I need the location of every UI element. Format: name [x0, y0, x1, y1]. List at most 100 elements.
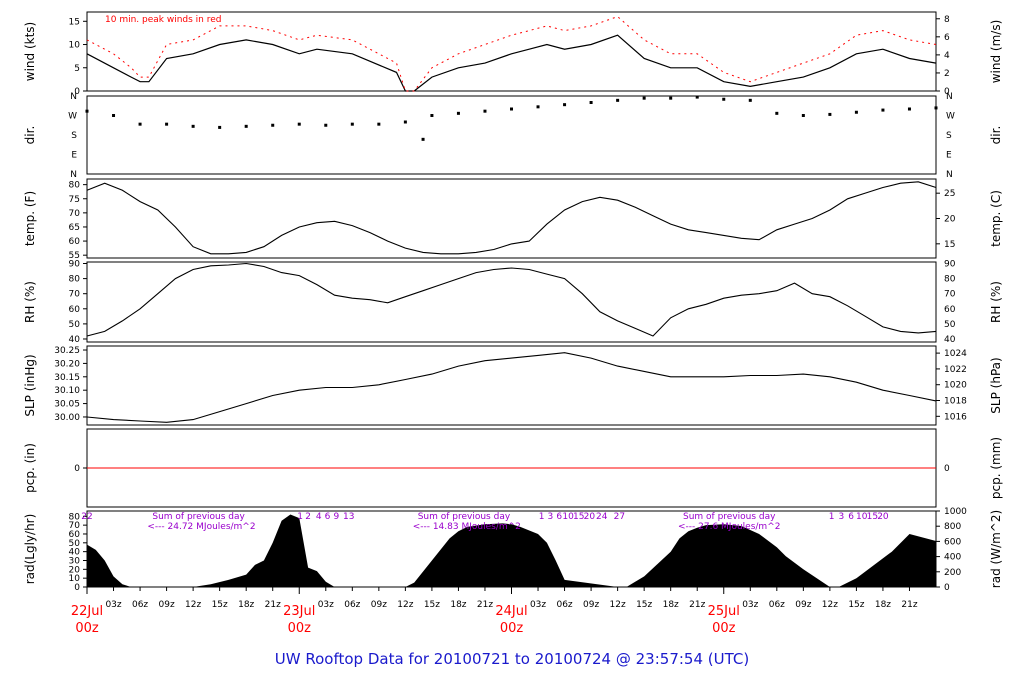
dir-point: [377, 122, 381, 126]
dir-ytick-label-right: N: [946, 92, 953, 102]
rh-ytick-right-label: 90: [944, 260, 956, 270]
x-hour-tick-label: 06z: [132, 600, 148, 610]
dir-ytick-label: N: [70, 92, 77, 102]
rad-ytick-label: 50: [69, 539, 81, 549]
dir-ytick-label-right: N: [946, 170, 953, 180]
dir-point: [191, 124, 195, 128]
x-hour-tick-label: 21z: [265, 600, 281, 610]
x-date-time-label: 00z: [75, 621, 99, 636]
dir-point: [536, 105, 540, 109]
temp-ytick-label: 75: [69, 195, 80, 205]
temp-ytick-right-label: 25: [944, 189, 955, 199]
rad-hour-marker: 6: [325, 512, 331, 522]
dir-panel-frame: [86, 95, 937, 175]
rad-daily-sum-title: Sum of previous day: [152, 512, 245, 522]
rh-ytick-label: 60: [69, 305, 81, 315]
rad-hour-marker: 20: [877, 512, 889, 522]
wind-ylabel-right: wind (m/s): [989, 20, 1003, 84]
rh-ytick-label: 40: [69, 335, 81, 345]
rad-daily-sum-title: Sum of previous day: [683, 512, 776, 522]
rh-ytick-right-label: 80: [944, 275, 956, 285]
dir-point: [421, 137, 425, 141]
x-hour-tick-label: 03z: [318, 600, 334, 610]
dir-point: [510, 107, 513, 111]
rad-hour-marker: 27: [614, 512, 625, 522]
slp-ytick-right-label: 1018: [944, 397, 967, 407]
temp-ytick-label: 80: [69, 181, 81, 191]
rh-ytick-label: 50: [69, 320, 81, 330]
dir-point: [854, 110, 858, 114]
wind-peak-series: [86, 16, 937, 92]
dir-point: [616, 98, 620, 102]
wind-ytick-right-label: 6: [944, 33, 950, 43]
wind-ytick-label: 5: [74, 64, 80, 74]
dir-point: [881, 108, 885, 112]
dir-ytick-label: S: [71, 131, 77, 141]
dir-point: [430, 114, 434, 117]
temp-ytick-label: 55: [69, 251, 80, 261]
dir-point: [324, 123, 328, 127]
wind-panel-frame: [86, 11, 937, 92]
dir-ytick-label: W: [68, 112, 77, 122]
dir-point: [801, 114, 805, 117]
x-hour-tick-label: 03z: [742, 600, 758, 610]
x-hour-tick-label: 15z: [848, 600, 864, 610]
slp-ylabel: SLP (inHg): [23, 354, 37, 416]
rad-hour-marker: 1: [829, 512, 835, 522]
dir-point: [350, 122, 354, 126]
x-hour-tick-label: 21z: [901, 600, 917, 610]
dir-point: [589, 101, 593, 104]
rad-ytick-label: 0: [74, 583, 80, 593]
rh-ytick-right-label: 60: [944, 305, 956, 315]
rad-daily-sum-value: <--- 24.72 MJoules/m^2: [147, 522, 255, 532]
rad-hour-marker: 6: [556, 512, 562, 522]
rad-ytick-label: 80: [69, 512, 81, 522]
x-hour-tick-label: 06z: [556, 600, 572, 610]
x-hour-tick-label: 18z: [875, 600, 891, 610]
rad-hour-marker: 1: [297, 512, 303, 522]
temp-ytick-label: 65: [69, 223, 80, 233]
slp-ytick-right-label: 1022: [944, 365, 967, 375]
x-hour-tick-label: 12z: [822, 600, 838, 610]
x-hour-tick-label: 18z: [450, 600, 466, 610]
x-hour-tick-label: 03z: [105, 600, 121, 610]
x-hour-tick-label: 03z: [530, 600, 546, 610]
temp-ylabel-right: temp. (C): [989, 190, 1003, 247]
rad-ytick-label: 10: [69, 574, 81, 584]
wind-ylabel: wind (kts): [23, 22, 37, 81]
dir-ytick-label-right: W: [946, 112, 955, 122]
rad-hour-marker: 15: [573, 512, 584, 522]
rad-hour-marker: 3: [839, 512, 845, 522]
rad-hour-marker: 10: [856, 512, 868, 522]
wind-ytick-right-label: 4: [944, 51, 950, 61]
rad-ylabel-right: rad (W/m^2): [989, 510, 1003, 588]
dir-point: [722, 97, 726, 101]
dir-point: [907, 107, 911, 111]
x-hour-tick-label: 18z: [238, 600, 254, 610]
slp-ytick-label: 30.20: [54, 359, 80, 369]
x-date-time-label: 00z: [500, 621, 524, 636]
wind-ytick-right-label: 2: [944, 69, 950, 79]
wind-mean-series: [86, 34, 937, 92]
pcp-ytick-right-label: 0: [944, 464, 950, 474]
temp-series-line: [86, 181, 937, 255]
rh-ylabel-right: RH (%): [989, 281, 1003, 323]
rad-ytick-label: 40: [69, 548, 81, 558]
x-hour-tick-label: 09z: [371, 600, 387, 610]
dir-point: [297, 122, 301, 126]
dir-ytick-label: N: [70, 170, 77, 180]
dir-point: [244, 124, 248, 128]
x-hour-tick-label: 15z: [212, 600, 228, 610]
rad-hour-marker: 10: [562, 512, 574, 522]
dir-point: [403, 120, 407, 124]
x-date-label: 22Jul: [71, 604, 103, 619]
pcp-ylabel: pcp. (in): [23, 443, 37, 493]
rad-ytick-label: 20: [69, 565, 81, 575]
x-hour-tick-label: 21z: [689, 600, 705, 610]
wind-ytick-label: 0: [74, 87, 80, 97]
dir-point: [112, 114, 116, 117]
pcp-ylabel-right: pcp. (mm): [989, 437, 1003, 499]
rad-ytick-right-label: 200: [944, 568, 961, 578]
dir-point: [218, 125, 222, 129]
